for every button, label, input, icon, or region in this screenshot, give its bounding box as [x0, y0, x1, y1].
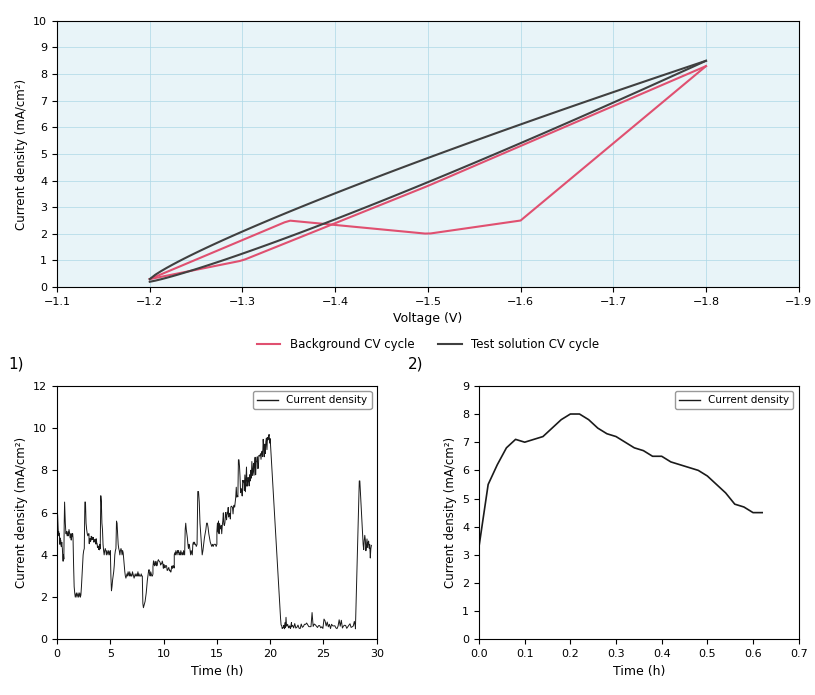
Text: 1): 1) — [8, 357, 24, 371]
Legend: Current density: Current density — [253, 391, 372, 409]
Legend: Background CV cycle, Test solution CV cycle: Background CV cycle, Test solution CV cy… — [252, 334, 604, 356]
X-axis label: Time (h): Time (h) — [191, 664, 243, 678]
Text: 2): 2) — [408, 357, 423, 371]
Y-axis label: Current density (mA/cm²): Current density (mA/cm²) — [15, 437, 28, 588]
X-axis label: Time (h): Time (h) — [613, 664, 665, 678]
Legend: Current density: Current density — [675, 391, 794, 409]
Y-axis label: Current density (mA/cm²): Current density (mA/cm²) — [15, 79, 28, 229]
Y-axis label: Current density (mA/cm²): Current density (mA/cm²) — [443, 437, 456, 588]
X-axis label: Voltage (V): Voltage (V) — [394, 312, 462, 325]
